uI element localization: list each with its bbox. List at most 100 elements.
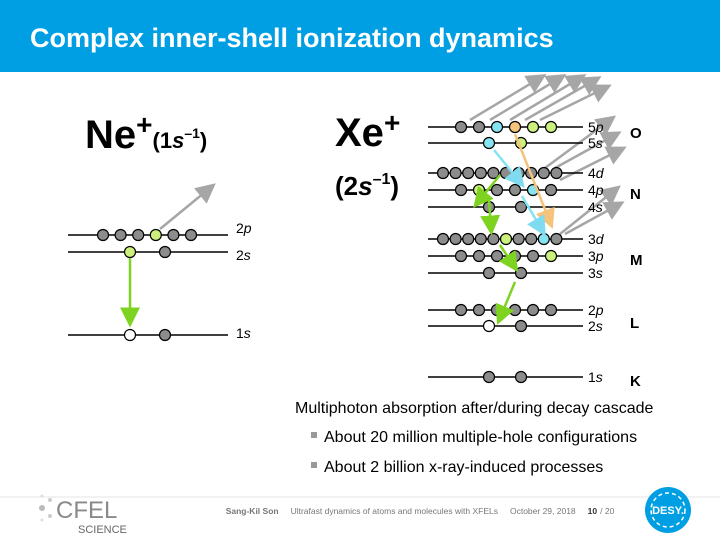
electron xyxy=(132,228,145,242)
level-label: 1s xyxy=(588,369,603,385)
electron xyxy=(123,245,137,259)
level-label: 3p xyxy=(588,248,604,264)
cfel-logo: CFEL SCIENCE xyxy=(39,494,127,536)
level-l: d xyxy=(596,165,605,181)
level-l: d xyxy=(596,231,605,247)
level-n: 4 xyxy=(588,182,596,198)
arrow xyxy=(469,74,547,122)
electron xyxy=(482,266,496,280)
electron xyxy=(454,120,468,134)
desy-logo: DESY. xyxy=(645,487,691,533)
electron xyxy=(508,183,522,197)
arrow xyxy=(473,174,501,208)
level-n: 2 xyxy=(588,318,596,334)
arrow xyxy=(524,76,602,122)
electron xyxy=(96,228,110,242)
level-n: 3 xyxy=(588,265,596,281)
level-label: 2p xyxy=(588,302,604,318)
level-label: 5s xyxy=(588,135,603,151)
electron xyxy=(514,266,528,280)
level-n: 5 xyxy=(588,119,596,135)
header-bar xyxy=(0,0,720,72)
electron xyxy=(508,120,522,134)
level-label: 4p xyxy=(588,182,604,198)
science-text: SCIENCE xyxy=(78,524,127,536)
electron xyxy=(550,166,563,180)
shell-label: K xyxy=(630,373,641,390)
arrow xyxy=(544,115,617,170)
electron xyxy=(158,328,172,342)
arrow xyxy=(509,74,587,122)
electron xyxy=(184,228,198,242)
body-heading: Multiphoton absorption after/during deca… xyxy=(295,400,654,417)
electron xyxy=(123,328,137,342)
electron xyxy=(158,245,172,259)
level-l: s xyxy=(596,369,603,385)
electron xyxy=(537,166,550,180)
electron xyxy=(474,232,487,246)
arrow xyxy=(559,185,621,235)
electron xyxy=(499,232,513,246)
shell-label: L xyxy=(630,315,639,332)
electron xyxy=(512,232,525,246)
arrow xyxy=(539,84,612,122)
cfel-text: CFEL xyxy=(56,497,117,524)
level-label: 4d xyxy=(588,165,605,181)
arrow xyxy=(498,244,519,273)
electron xyxy=(462,166,475,180)
electron xyxy=(462,232,475,246)
electron xyxy=(472,120,486,134)
level-n: 5 xyxy=(588,135,596,151)
arrow xyxy=(564,201,625,236)
level-n: 4 xyxy=(588,199,596,215)
ne-label: Ne+(1s–1) xyxy=(85,109,207,157)
electron xyxy=(436,166,450,180)
electron xyxy=(482,319,496,333)
level-l: s xyxy=(596,199,603,215)
level-n: 2 xyxy=(236,247,244,263)
level-label: 4s xyxy=(588,199,603,215)
level-n: 4 xyxy=(588,165,596,181)
electron xyxy=(474,166,487,180)
level-label: 2p xyxy=(236,220,252,236)
title: Complex inner-shell ionization dynamics xyxy=(30,23,554,53)
level-label: 5p xyxy=(588,119,604,135)
level-n: 2 xyxy=(236,220,244,236)
arrow xyxy=(554,131,622,170)
electron xyxy=(490,183,504,197)
electron xyxy=(449,166,462,180)
electron xyxy=(472,249,486,263)
electron xyxy=(482,136,496,150)
bullet: About 2 billion x-ray-induced processes xyxy=(324,459,603,476)
electron xyxy=(525,232,538,246)
bullet-marker xyxy=(311,462,317,468)
level-n: 2 xyxy=(588,302,596,318)
xe-hole: (2s–1) xyxy=(335,171,399,201)
electron xyxy=(544,249,558,263)
electron xyxy=(526,303,540,317)
electron xyxy=(490,249,504,263)
level-label: 2s xyxy=(588,318,603,334)
electron xyxy=(482,370,496,384)
shell-label: N xyxy=(630,186,641,203)
desy-text: DESY. xyxy=(652,505,684,517)
level-label: 3d xyxy=(588,231,605,247)
electron xyxy=(149,228,162,242)
electron xyxy=(514,319,528,333)
level-n: 3 xyxy=(588,248,596,264)
electron xyxy=(487,232,500,246)
arrow xyxy=(495,281,517,325)
level-n: 1 xyxy=(236,325,244,341)
electron xyxy=(454,303,468,317)
electron xyxy=(472,183,486,197)
electron xyxy=(550,232,563,246)
level-l: s xyxy=(596,265,603,281)
electron xyxy=(544,303,558,317)
level-l: p xyxy=(595,119,604,135)
arrow xyxy=(159,183,216,230)
level-l: p xyxy=(595,248,604,264)
electron xyxy=(472,303,486,317)
